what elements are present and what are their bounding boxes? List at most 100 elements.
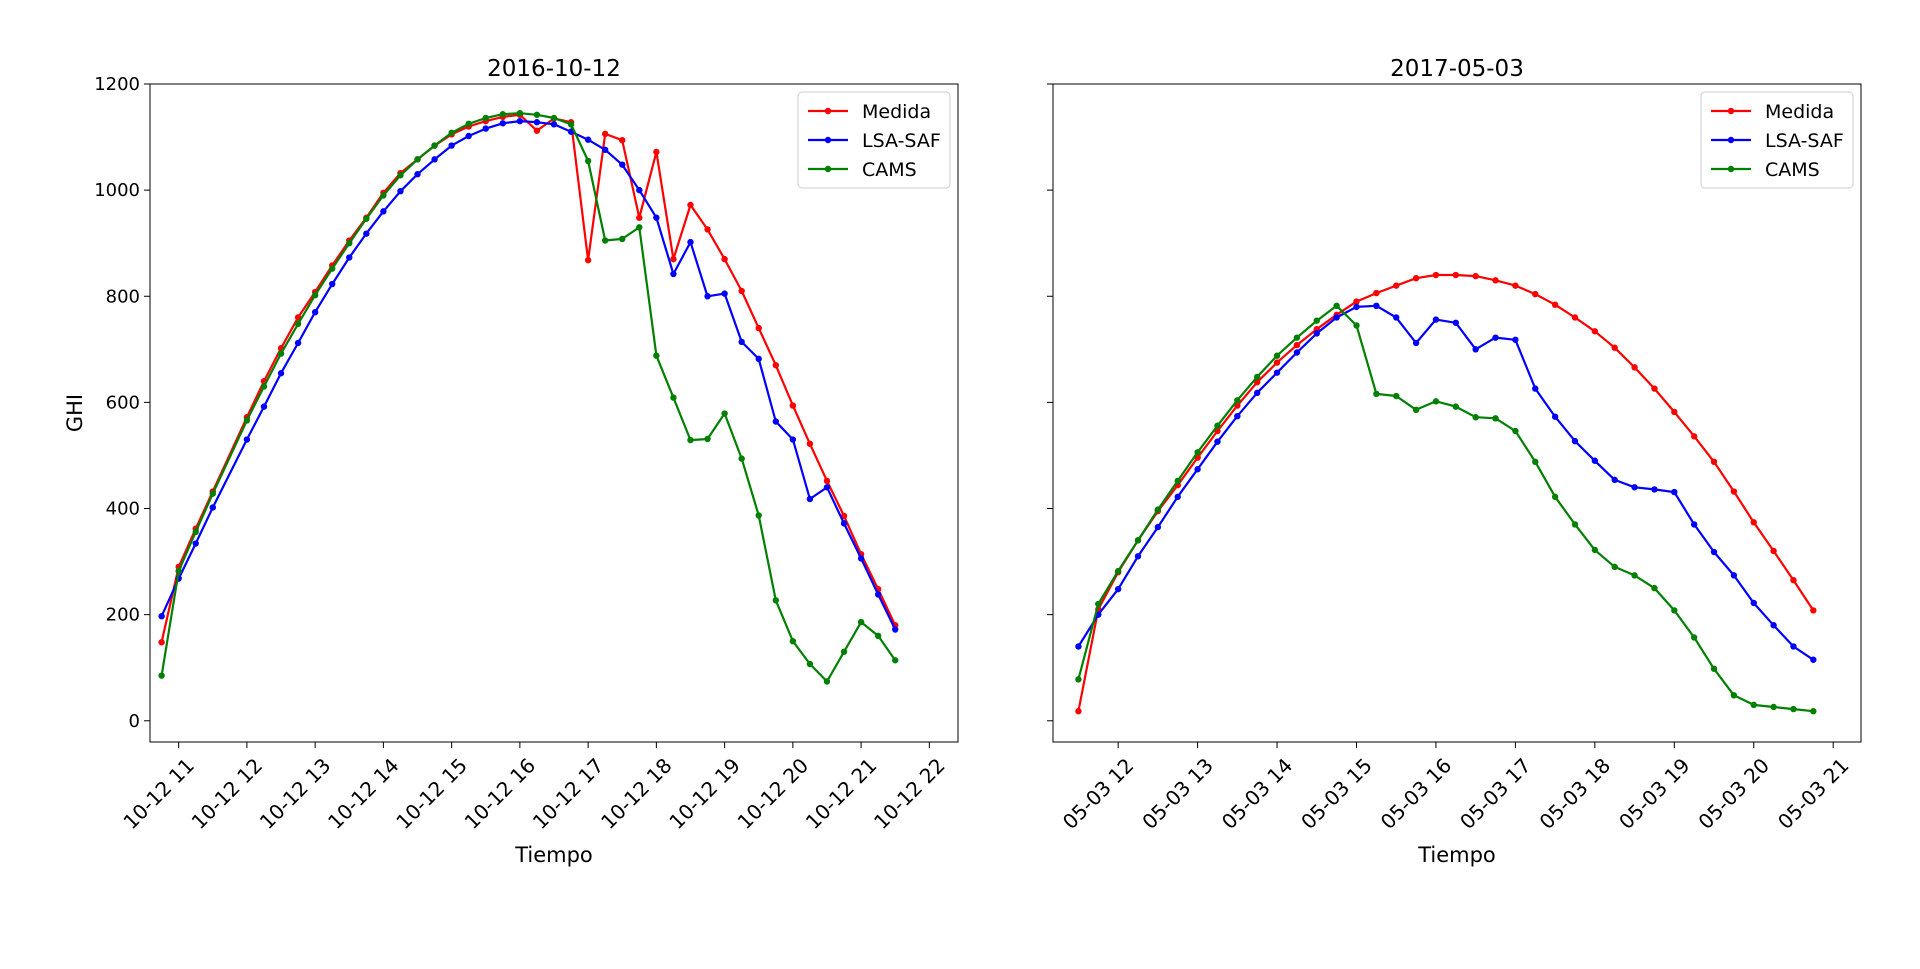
series-line <box>160 112 897 683</box>
x-tick-label: 05-03 19 <box>1614 753 1695 834</box>
series-line <box>1077 304 1814 713</box>
data-point <box>1373 289 1380 297</box>
legend-box <box>797 91 951 189</box>
data-point <box>840 520 848 527</box>
data-point <box>1750 519 1757 526</box>
data-point <box>1114 567 1122 575</box>
data-point <box>1492 334 1499 341</box>
data-point <box>1631 364 1638 371</box>
data-point <box>1750 599 1757 607</box>
data-point <box>158 672 165 679</box>
data-point <box>1710 458 1718 466</box>
data-point <box>1492 277 1499 284</box>
data-point <box>670 255 677 263</box>
data-point <box>738 287 745 295</box>
data-point <box>1631 572 1638 579</box>
legend-box <box>1700 91 1854 189</box>
legend-marker <box>824 136 832 144</box>
data-point <box>1253 389 1261 397</box>
data-point <box>533 111 541 118</box>
x-tick-label: 05-03 15 <box>1296 753 1377 834</box>
data-point <box>482 114 489 122</box>
data-point <box>1234 397 1241 404</box>
data-point <box>738 338 745 346</box>
data-point <box>1154 523 1162 531</box>
data-point <box>1730 488 1738 495</box>
x-tick-label: 10-12 15 <box>391 753 472 834</box>
data-point <box>294 339 302 347</box>
legend: Medida LSA-SAF CAMS <box>1700 91 1854 189</box>
data-point <box>260 383 268 390</box>
data-point <box>1690 634 1698 641</box>
chart-title: 2017-05-03 <box>1390 56 1524 82</box>
data-point <box>192 540 199 547</box>
data-point <box>601 130 609 138</box>
data-point <box>772 418 779 425</box>
data-point <box>755 355 762 363</box>
data-point <box>704 226 711 233</box>
data-point <box>789 436 797 443</box>
data-point <box>567 121 575 128</box>
data-point <box>1790 643 1797 650</box>
data-point <box>1273 369 1281 376</box>
data-point <box>363 215 370 222</box>
data-point <box>806 495 814 503</box>
data-point <box>789 402 797 409</box>
data-point <box>499 111 507 118</box>
x-tick-label: 05-03 13 <box>1137 753 1218 834</box>
data-point <box>1432 271 1440 279</box>
data-point <box>1373 390 1380 398</box>
data-point <box>1095 600 1102 608</box>
data-point <box>789 637 797 645</box>
data-point <box>1393 392 1400 400</box>
data-point <box>892 657 899 664</box>
data-point <box>1293 349 1301 356</box>
data-point <box>1790 576 1797 584</box>
data-point <box>1571 314 1579 321</box>
data-point <box>1710 548 1718 556</box>
data-point <box>1671 488 1678 496</box>
data-point <box>158 613 165 620</box>
data-point <box>1611 344 1618 351</box>
data-point <box>1452 271 1460 279</box>
data-point <box>1611 563 1618 571</box>
x-tick-label: 10-12 13 <box>255 753 336 834</box>
data-point <box>687 201 694 209</box>
data-point <box>243 417 251 424</box>
data-point <box>1174 477 1181 485</box>
x-tick-label: 10-12 21 <box>801 753 882 834</box>
data-point <box>704 293 711 300</box>
data-point <box>1472 346 1479 353</box>
data-point <box>823 484 831 491</box>
data-point <box>465 132 472 140</box>
x-tick-label: 05-03 20 <box>1693 753 1774 834</box>
data-point <box>311 291 319 299</box>
data-point <box>772 362 779 369</box>
data-point <box>1373 302 1380 310</box>
data-point <box>653 352 660 359</box>
plot-area-frame <box>149 83 959 743</box>
x-tick-label: 10-12 12 <box>187 753 268 834</box>
data-point <box>619 137 626 144</box>
series-lsa-saf <box>158 117 899 633</box>
data-point <box>482 125 489 132</box>
data-point <box>277 370 285 377</box>
data-point <box>448 142 455 149</box>
data-point <box>1412 406 1420 414</box>
data-point <box>1293 341 1301 349</box>
data-point <box>1393 314 1400 321</box>
data-point <box>1810 656 1817 663</box>
data-point <box>1253 373 1261 381</box>
data-point <box>653 148 660 156</box>
data-point <box>601 146 609 153</box>
legend-marker <box>1727 165 1735 173</box>
data-point <box>1512 427 1519 435</box>
data-point <box>516 109 524 117</box>
data-point <box>1571 437 1579 445</box>
data-point <box>1790 705 1797 713</box>
data-point <box>1273 359 1281 366</box>
data-point <box>550 114 558 122</box>
data-point <box>465 120 472 127</box>
